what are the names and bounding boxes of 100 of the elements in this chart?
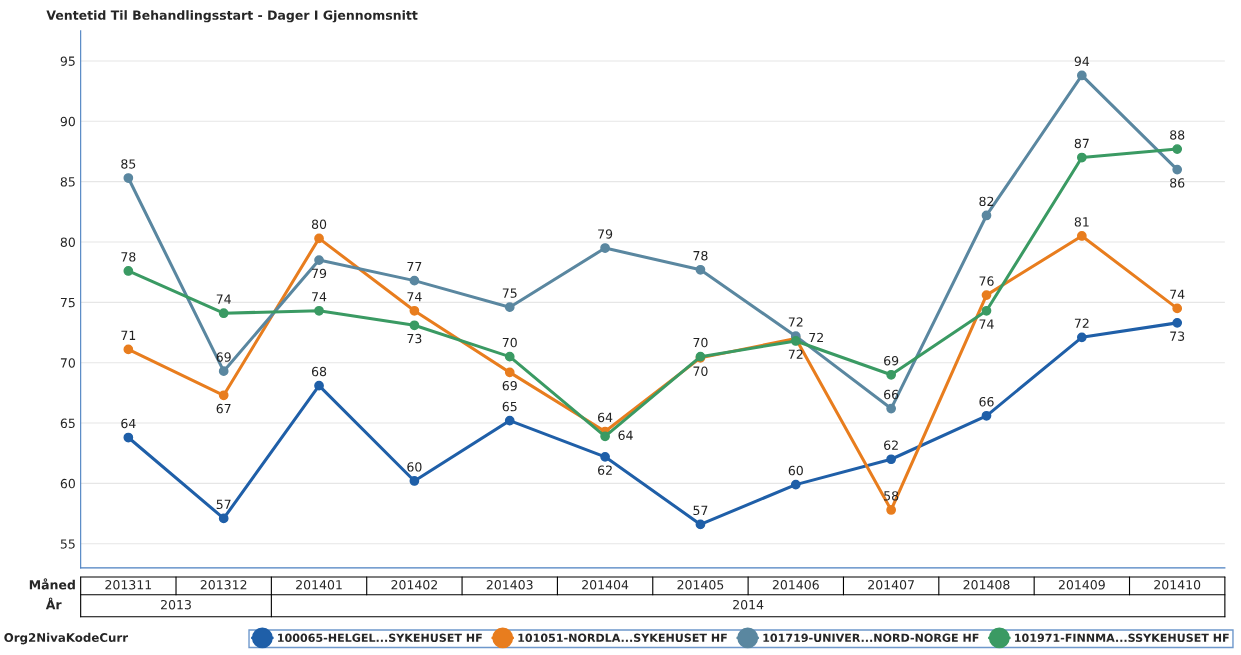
chart-title: Ventetid Til Behandlingsstart - Dager I Gjennomsnitt xyxy=(46,10,418,23)
text: 2013 xyxy=(161,599,191,610)
x-tick-label: 201405 xyxy=(677,580,724,590)
data-label: 87 xyxy=(1074,138,1089,149)
legend-label: 100065-HELGEL...SYKEHUSET HF xyxy=(278,633,482,642)
data-label: 73 xyxy=(1170,331,1185,341)
point xyxy=(409,305,420,316)
y-tick-label: 55 xyxy=(60,539,75,549)
point xyxy=(1076,70,1087,81)
legend-label: 101971-FINNMA...SSYKEHUSET HF xyxy=(1015,633,1229,642)
point xyxy=(218,366,229,377)
data-label: 79 xyxy=(598,229,613,239)
point xyxy=(123,344,134,355)
point xyxy=(218,390,229,401)
data-label: 78 xyxy=(121,252,136,262)
point xyxy=(1172,164,1183,175)
point xyxy=(1076,231,1087,241)
data-label: 65 xyxy=(502,401,517,412)
point xyxy=(1076,332,1087,343)
data-label: 66 xyxy=(979,396,994,407)
data-label: 70 xyxy=(693,366,708,376)
legend-title: Org2NivaKodeCurr xyxy=(4,632,129,645)
text: År xyxy=(45,597,62,610)
data-label: 94 xyxy=(1074,56,1090,67)
point xyxy=(600,431,610,442)
point xyxy=(314,380,324,391)
point xyxy=(886,454,897,465)
data-label: 80 xyxy=(311,219,327,230)
point xyxy=(1172,303,1183,314)
data-label: 60 xyxy=(788,465,803,476)
x-tick-label: 201407 xyxy=(868,580,914,590)
y-tick-label: 65 xyxy=(60,418,75,428)
data-label: 69 xyxy=(502,380,517,391)
point xyxy=(886,403,897,414)
point xyxy=(1172,144,1183,154)
data-label: 85 xyxy=(121,159,136,169)
point xyxy=(504,302,515,313)
point xyxy=(886,505,897,515)
data-label: 88 xyxy=(1170,130,1185,140)
data-label: 70 xyxy=(693,337,708,348)
data-label: 75 xyxy=(502,288,517,298)
data-label: 72 xyxy=(788,317,803,327)
data-label: 64 xyxy=(598,412,613,423)
point xyxy=(409,476,420,486)
point xyxy=(123,266,134,276)
data-label: 74 xyxy=(407,292,422,302)
y-tick-label: 70 xyxy=(60,358,75,368)
data-label: 74 xyxy=(216,294,231,304)
y-tick-label: 85 xyxy=(60,177,75,187)
data-label: 64 xyxy=(121,418,136,429)
data-label: 57 xyxy=(216,499,231,510)
point xyxy=(1076,152,1087,163)
data-label: 70 xyxy=(502,337,517,348)
y-tick-label: 95 xyxy=(60,56,75,66)
point xyxy=(600,451,610,462)
point xyxy=(600,243,610,253)
data-label: 72 xyxy=(809,332,823,343)
x-tick-label: 201403 xyxy=(486,580,533,590)
data-label: 57 xyxy=(693,505,708,516)
text: 2014 xyxy=(733,599,764,610)
point xyxy=(314,305,324,316)
x-tick-label: 201409 xyxy=(1058,580,1105,590)
data-label: 72 xyxy=(1074,318,1089,328)
point xyxy=(1172,318,1183,328)
point xyxy=(314,233,324,244)
x-tick-label: 201401 xyxy=(296,580,342,590)
x-tick-label: 201404 xyxy=(582,580,629,590)
data-label: 74 xyxy=(1170,289,1185,299)
point xyxy=(123,173,134,183)
data-label: 62 xyxy=(598,465,612,475)
point xyxy=(981,305,992,316)
data-label: 76 xyxy=(979,276,994,286)
data-label: 69 xyxy=(884,355,899,366)
point xyxy=(218,513,229,524)
y-tick-label: 90 xyxy=(60,116,75,127)
data-label: 74 xyxy=(312,292,327,302)
data-label: 79 xyxy=(312,268,327,279)
y-tick-label: 80 xyxy=(60,237,75,247)
point xyxy=(504,351,515,362)
data-label: 78 xyxy=(693,250,708,261)
y-tick-label: 60 xyxy=(60,478,75,489)
point xyxy=(790,479,801,490)
point xyxy=(981,290,992,300)
point xyxy=(981,410,992,421)
point xyxy=(314,255,324,265)
point xyxy=(409,320,420,331)
x-tick-label: 201312 xyxy=(200,580,247,590)
point xyxy=(695,519,706,530)
y-tick-label: 75 xyxy=(60,297,75,308)
data-label: 74 xyxy=(979,319,994,329)
data-label: 82 xyxy=(979,196,994,207)
data-label: 62 xyxy=(884,440,898,450)
data-label: 71 xyxy=(121,330,136,340)
point xyxy=(123,432,134,443)
x-tick-label: 201408 xyxy=(963,580,1010,590)
data-label: 60 xyxy=(407,462,422,472)
x-tick-label: 201311 xyxy=(105,580,152,590)
x-tick-label: 201402 xyxy=(391,580,437,590)
point xyxy=(504,415,515,426)
x-tick-label: 201406 xyxy=(772,580,819,590)
